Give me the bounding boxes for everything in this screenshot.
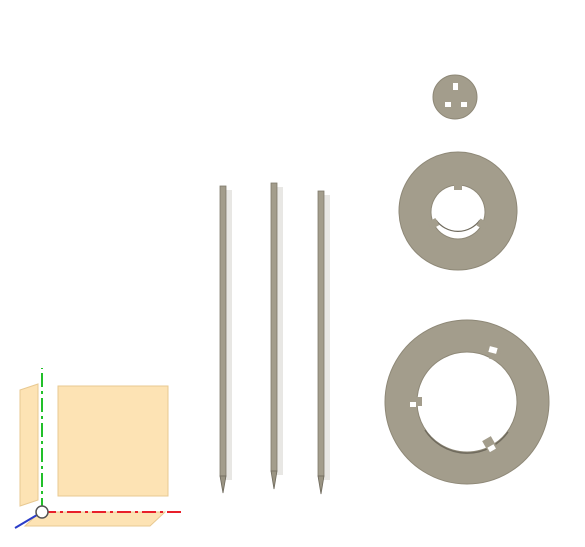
medium-washer-part[interactable] — [398, 151, 518, 271]
tab-icon — [411, 397, 422, 406]
view-triad[interactable] — [14, 368, 184, 529]
rod-left-part[interactable] — [219, 185, 232, 494]
yz-plane-icon — [19, 383, 39, 507]
slot-icon — [488, 346, 498, 354]
tab-icon — [454, 181, 462, 190]
rod-middle-part[interactable] — [270, 182, 283, 490]
large-washer-part[interactable] — [384, 319, 550, 485]
tab-icon — [476, 218, 489, 230]
slot-icon — [410, 402, 416, 407]
slot-icon — [487, 444, 496, 453]
slot-icon — [453, 83, 458, 90]
rod-right-part[interactable] — [317, 190, 330, 495]
small-disc-part[interactable] — [432, 74, 478, 120]
slot-icon — [461, 102, 467, 107]
slot-icon — [445, 102, 451, 107]
xy-plane-icon — [57, 385, 169, 497]
tab-icon — [427, 218, 440, 230]
origin-point-icon[interactable] — [35, 505, 49, 519]
